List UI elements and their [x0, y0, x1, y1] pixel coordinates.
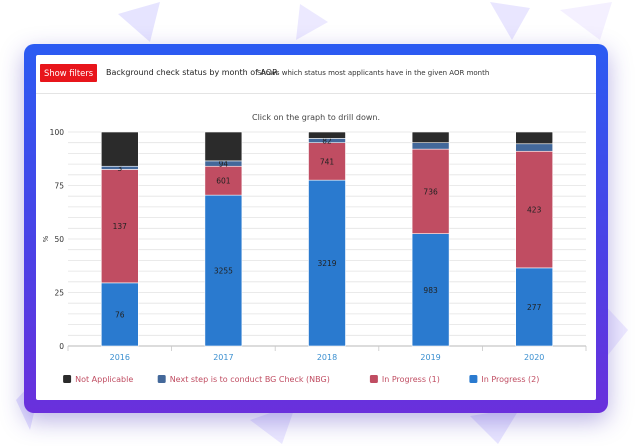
bar-segment[interactable] [515, 267, 554, 347]
legend-label[interactable]: In Progress (2) [481, 375, 539, 384]
data-label: 3 [117, 164, 122, 173]
chart-toolbar: Show filters Background check status by … [36, 55, 596, 94]
bar-segment[interactable] [308, 179, 346, 347]
y-tick-label: 0 [59, 342, 64, 351]
legend-label[interactable]: Not Applicable [75, 375, 133, 384]
data-label: 3255 [214, 267, 233, 276]
data-label: 601 [216, 177, 231, 186]
bar-segment[interactable] [204, 131, 243, 162]
show-filters-button[interactable]: Show filters [40, 64, 98, 82]
data-label: 76 [115, 310, 125, 319]
y-axis-label: % [42, 235, 50, 242]
x-category-label: 2019 [420, 353, 440, 362]
data-label: 741 [320, 157, 335, 166]
bar-segment[interactable] [515, 143, 554, 152]
bar-segment[interactable] [411, 142, 450, 150]
legend-swatch[interactable] [469, 375, 478, 383]
bar-segment[interactable] [411, 148, 450, 234]
bar-segment[interactable] [101, 169, 139, 284]
data-label: 3219 [317, 259, 336, 268]
drill-down-hint: Click on the graph to drill down. [252, 113, 380, 122]
bar-segment[interactable] [101, 282, 139, 347]
data-label: 94 [219, 160, 229, 169]
x-category-label: 2016 [110, 353, 130, 362]
y-tick-label: 100 [50, 128, 65, 137]
data-label: 137 [113, 222, 128, 231]
bar-segment[interactable] [411, 131, 450, 143]
x-category-label: 2020 [524, 353, 544, 362]
chart-subtitle: Shows which status most applicants have … [257, 69, 490, 77]
bg-triangle [470, 408, 520, 444]
bar-segment[interactable] [308, 131, 346, 139]
legend-label[interactable]: In Progress (1) [382, 375, 440, 384]
data-label: 736 [423, 187, 438, 196]
bg-triangle [490, 2, 530, 40]
y-tick-label: 75 [54, 182, 64, 191]
data-label: 423 [527, 206, 542, 215]
x-category-label: 2018 [317, 353, 337, 362]
legend-swatch[interactable] [63, 375, 72, 383]
chart-panel: Show filters Background check status by … [36, 55, 596, 400]
bar-segment[interactable] [515, 131, 554, 145]
legend-label[interactable]: Next step is to conduct BG Check (NBG) [170, 375, 330, 384]
bar-segment[interactable] [101, 131, 139, 167]
bg-triangle [250, 404, 296, 444]
data-label: 983 [423, 286, 438, 295]
data-label: 277 [527, 303, 542, 312]
bar-segment[interactable] [308, 142, 346, 181]
bar-segment[interactable] [411, 233, 450, 347]
bg-triangle [118, 2, 160, 42]
y-tick-label: 50 [54, 235, 64, 244]
data-label: 82 [322, 137, 332, 146]
y-tick-label: 25 [54, 289, 64, 298]
bg-triangle [560, 2, 612, 40]
legend-swatch[interactable] [369, 375, 378, 383]
legend-swatch[interactable] [157, 375, 166, 383]
chart-area[interactable]: Click on the graph to drill down. 0 25 50 75… [36, 55, 596, 400]
bar-segment[interactable] [515, 150, 554, 269]
x-category-label: 2017 [213, 353, 233, 362]
chart-title: Background check status by month of AOR [106, 68, 278, 77]
bar-segment[interactable] [204, 194, 243, 347]
stacked-bar-chart[interactable]: Click on the graph to drill down. 0 25 50 75… [36, 55, 596, 400]
bg-triangle [296, 4, 328, 40]
